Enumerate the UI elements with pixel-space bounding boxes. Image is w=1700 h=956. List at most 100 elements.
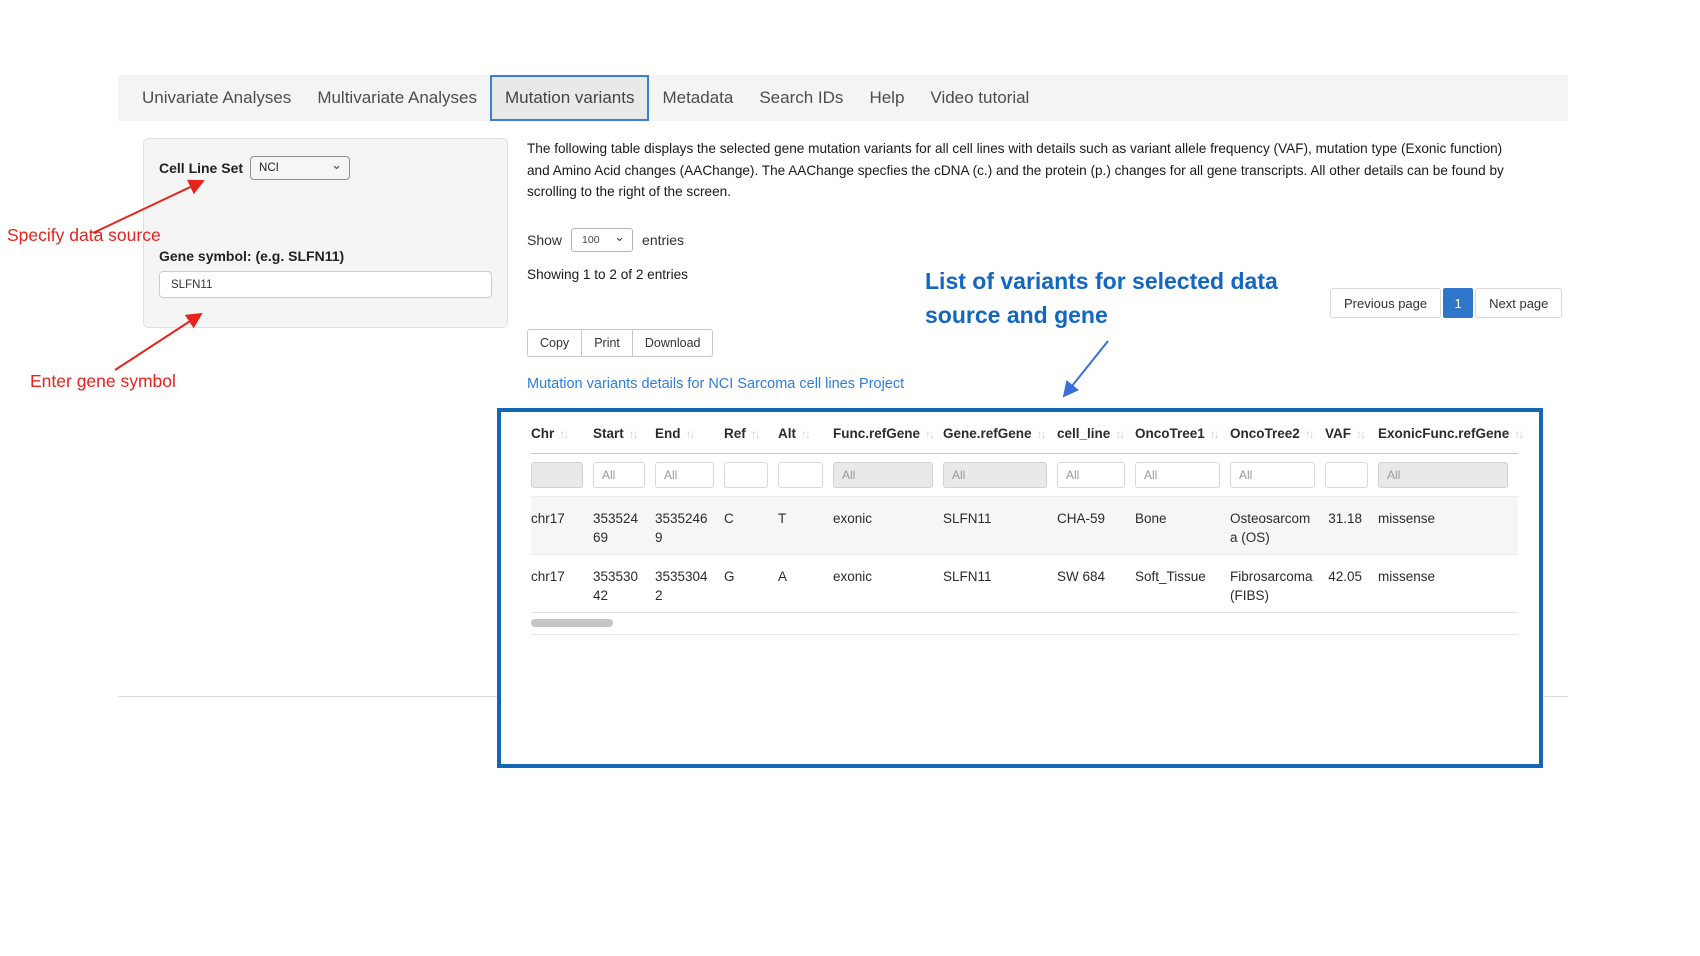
showing-entries-text: Showing 1 to 2 of 2 entries [527,266,688,282]
filter-start[interactable] [593,462,645,488]
filter-chr[interactable] [531,462,583,488]
col-header-gene-refgene[interactable]: Gene.refGene ↑↓ [943,414,1057,454]
col-header-vaf[interactable]: VAF ↑↓ [1325,414,1378,454]
sort-icon[interactable]: ↑↓ [1115,427,1125,441]
tab-search-ids[interactable]: Search IDs [759,88,844,107]
table-cell: exonic [833,569,873,584]
download-button[interactable]: Download [632,328,714,357]
filter-exonicfunc-refgene[interactable] [1378,462,1508,488]
col-header-alt[interactable]: Alt ↑↓ [778,414,833,454]
tab-metadata[interactable]: Metadata [662,88,734,107]
table-cell: SW 684 [1057,569,1106,584]
table-title-link[interactable]: Mutation variants details for NCI Sarcom… [527,375,905,392]
sort-icon[interactable]: ↑↓ [1209,427,1220,441]
table-cell: exonic [833,511,873,526]
filter-func-refgene[interactable] [833,462,933,488]
pagination: Previous page 1 Next page [1330,288,1563,318]
col-header-ref[interactable]: Ref ↑↓ [724,414,778,454]
previous-page-button[interactable]: Previous page [1330,288,1442,318]
table-cell: Osteosarcoma (OS) [1230,511,1311,545]
table-cell: SLFN11 [943,511,992,526]
sort-icon[interactable]: ↑↓ [628,427,639,441]
table-cell: 31.18 [1328,511,1362,526]
table-cell: chr17 [531,569,565,584]
col-header-start[interactable]: Start ↑↓ [593,414,655,454]
page-length-value: 100 [582,233,600,246]
variants-table-frame: Chr ↑↓ Start ↑↓ End ↑↓ Ref ↑↓ Alt ↑↓ Func.ref… [497,408,1543,768]
header-row: Chr ↑↓ Start ↑↓ End ↑↓ Ref ↑↓ Alt ↑↓ Func.ref… [531,414,1524,454]
filter-gene-refgene[interactable] [943,462,1047,488]
col-header-end[interactable]: End ↑↓ [655,414,724,454]
table-cell: Fibrosarcoma (FIBS) [1230,569,1313,603]
table-cell: SLFN11 [943,569,992,584]
tab-multivariate-analyses[interactable]: Multivariate Analyses [317,88,477,107]
col-header-oncotree2[interactable]: OncoTree2 ↑↓ [1230,414,1325,454]
filter-vaf[interactable] [1325,462,1368,488]
sort-icon[interactable]: ↑↓ [1036,427,1047,441]
col-header-chr[interactable]: Chr ↑↓ [531,414,593,454]
cell-line-set-value: NCI [259,162,279,174]
annotation-enter-gene-symbol: Enter gene symbol [30,371,176,391]
tab-help[interactable]: Help [869,88,905,107]
copy-button[interactable]: Copy [527,328,583,357]
annotation-specify-data-source: Specify data source [7,225,161,245]
sort-icon[interactable]: ↑↓ [801,427,811,441]
filter-alt[interactable] [778,462,823,488]
table-cell: chr17 [531,511,565,526]
filter-row [531,454,1518,497]
table-cell: 35353042 [655,569,708,603]
table-cell: missense [1378,511,1436,526]
table-cell: Soft_Tissue [1135,569,1206,584]
sort-icon[interactable]: ↑↓ [1514,427,1524,441]
col-header-cell-line[interactable]: cell_line ↑↓ [1057,414,1135,454]
table-description: The following table displays the selecte… [527,141,1504,199]
filter-ref[interactable] [724,462,768,488]
col-header-oncotree1[interactable]: OncoTree1 ↑↓ [1135,414,1230,454]
input-panel: Cell Line Set NCI ⌄ Gene symbol: (e.g. S… [143,138,508,328]
annotation-list-of-variants: List of variants for selected data sourc… [925,268,1278,328]
filter-oncotree1[interactable] [1135,462,1220,488]
print-button[interactable]: Print [582,328,633,357]
horizontal-scrollbar-track [531,619,1518,635]
cell-line-set-select[interactable]: NCI ⌄ [250,156,351,180]
filter-oncotree2[interactable] [1230,462,1315,488]
table-cell: 42.05 [1328,569,1362,584]
chevron-down-icon: ⌄ [614,228,626,244]
table-cell: C [724,511,734,526]
table-cell: Bone [1135,511,1167,526]
gene-symbol-label: Gene symbol: (e.g. SLFN11) [159,248,345,264]
table-cell: 35352469 [593,511,639,545]
entries-label: entries [642,231,685,248]
sort-icon[interactable]: ↑↓ [559,427,569,441]
table-cell: G [724,569,735,584]
variants-table: Chr ↑↓ Start ↑↓ End ↑↓ Ref ↑↓ Alt ↑↓ Func.ref… [531,414,1524,613]
tab-mutation-variants[interactable]: Mutation variants [490,75,650,121]
top-navbar: Univariate Analyses Multivariate Analyse… [118,75,1568,121]
table-cell: CHA-59 [1057,511,1106,526]
next-page-button[interactable]: Next page [1475,288,1563,318]
tab-video-tutorial[interactable]: Video tutorial [930,88,1030,107]
export-button-group: Copy Print Download [527,328,714,357]
table-cell: 35352469 [655,511,708,545]
sort-icon[interactable]: ↑↓ [750,427,761,441]
table-row[interactable]: chr17 35352469 35352469 C T exonic SLFN1… [531,496,1518,555]
sort-icon[interactable]: ↑↓ [1356,427,1366,441]
sort-icon[interactable]: ↑↓ [685,427,696,441]
filter-end[interactable] [655,462,714,488]
gene-symbol-input[interactable] [159,271,492,298]
sort-icon[interactable]: ↑↓ [925,427,935,441]
col-header-func-refgene[interactable]: Func.refGene ↑↓ [833,414,943,454]
horizontal-scrollbar-thumb[interactable] [531,619,613,627]
table-cell: A [778,569,788,584]
current-page-button[interactable]: 1 [1443,288,1474,318]
filter-cell-line[interactable] [1057,462,1125,488]
main-content: The following table displays the selecte… [527,138,1527,392]
chevron-down-icon: ⌄ [331,157,343,172]
page-length-select[interactable]: 100 ⌄ [571,227,634,252]
tab-univariate-analyses[interactable]: Univariate Analyses [142,88,292,107]
show-label: Show [527,231,563,248]
col-header-exonicfunc-refgene[interactable]: ExonicFunc.refGene ↑↓ [1378,414,1524,454]
table-row[interactable]: chr17 35353042 35353042 G A exonic SLFN1… [531,554,1518,613]
sort-icon[interactable]: ↑↓ [1304,427,1315,441]
table-cell: T [778,511,787,526]
